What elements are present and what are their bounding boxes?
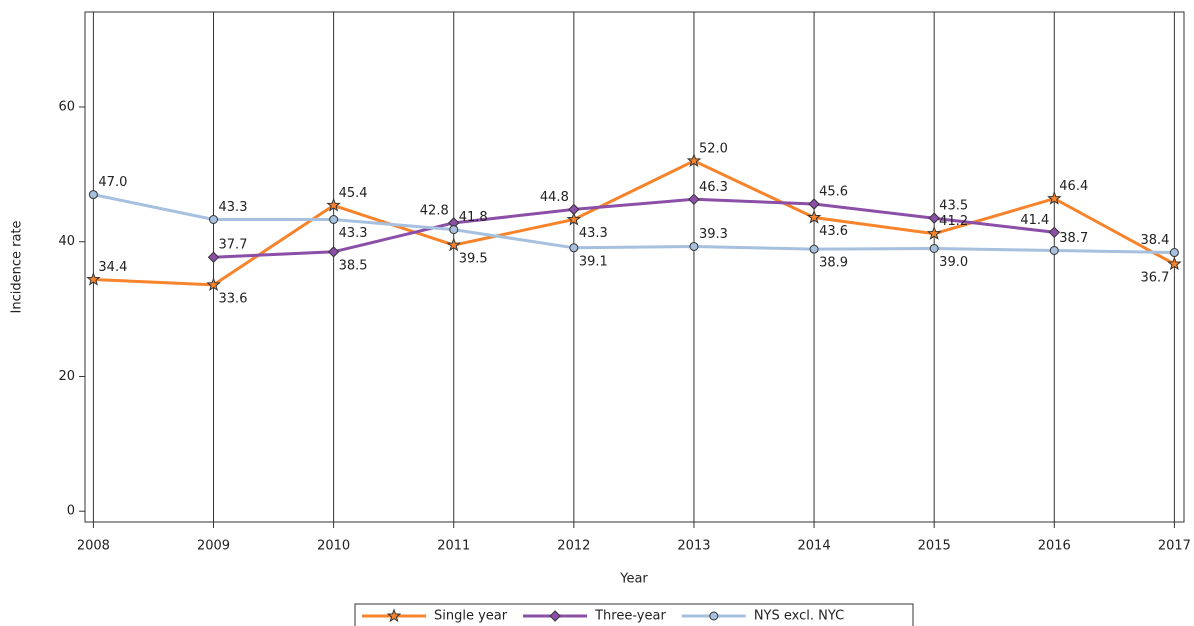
data-point (206, 277, 221, 292)
data-label: 46.3 (699, 180, 728, 195)
x-tick-label: 2010 (317, 539, 350, 554)
data-label: 37.7 (219, 238, 248, 253)
data-point (809, 244, 819, 254)
data-point (86, 271, 101, 286)
data-point (209, 215, 219, 225)
data-point (566, 211, 582, 226)
data-label: 39.5 (459, 252, 488, 267)
data-label: 38.7 (1059, 231, 1088, 246)
data-point (569, 243, 579, 253)
data-label: 43.3 (579, 226, 608, 241)
data-point (926, 226, 942, 240)
legend-label: Three-year (594, 609, 666, 624)
data-point (689, 241, 699, 251)
y-axis-label: Incidence rate (10, 220, 25, 313)
x-tick-label: 2017 (1158, 539, 1191, 554)
data-label: 43.3 (219, 200, 248, 215)
data-label: 42.8 (420, 203, 449, 218)
y-tick-label: 0 (67, 504, 75, 519)
data-point (88, 190, 98, 200)
data-point (326, 197, 341, 212)
data-label: 36.7 (1140, 270, 1169, 285)
series-line (93, 159, 1176, 287)
y-tick-label: 40 (58, 234, 75, 249)
series-line (93, 193, 1175, 254)
plot-frame (84, 11, 1185, 523)
data-point (686, 153, 702, 168)
data-point (929, 243, 939, 253)
data-point (808, 198, 820, 210)
data-point (1167, 256, 1182, 271)
data-label: 47.0 (98, 175, 127, 190)
data-label: 39.1 (579, 254, 608, 269)
data-label: 41.4 (1020, 213, 1049, 228)
data-label: 45.4 (339, 186, 368, 201)
legend-label: Single year (434, 609, 508, 624)
data-label: 33.6 (219, 291, 248, 306)
x-tick-label: 2016 (1038, 539, 1071, 554)
data-point (207, 251, 220, 263)
data-point (1049, 245, 1059, 255)
y-tick-label: 60 (58, 99, 75, 114)
data-label: 52.0 (699, 141, 728, 156)
data-point (327, 246, 340, 258)
x-axis-label: Year (619, 572, 648, 587)
data-point (688, 193, 700, 205)
data-label: 38.4 (1140, 233, 1169, 248)
data-label: 43.6 (819, 224, 848, 239)
legend-marker (386, 608, 402, 623)
data-label: 38.5 (339, 258, 368, 273)
data-label: 34.4 (98, 260, 127, 275)
x-tick-label: 2012 (557, 539, 590, 554)
data-label: 44.8 (540, 190, 569, 205)
data-label: 38.9 (819, 256, 848, 271)
legend-marker (709, 611, 719, 621)
x-tick-label: 2011 (437, 539, 470, 554)
x-tick-label: 2009 (197, 539, 230, 554)
data-label: 41.2 (939, 214, 968, 229)
data-label: 43.3 (339, 226, 368, 241)
data-label: 46.4 (1059, 179, 1088, 194)
legend-box (354, 603, 914, 626)
data-point (1048, 226, 1060, 239)
legend-marker (549, 610, 561, 622)
data-point (446, 237, 461, 252)
y-tick-label: 20 (58, 369, 75, 384)
data-label: 39.3 (699, 227, 728, 242)
x-tick-label: 2013 (677, 539, 710, 554)
data-label: 45.6 (819, 185, 848, 200)
x-tick-label: 2015 (918, 539, 951, 554)
data-point (928, 212, 940, 224)
data-point (1047, 190, 1062, 205)
data-point (806, 209, 822, 224)
data-label: 39.0 (939, 255, 968, 270)
data-label: 41.8 (459, 210, 488, 225)
series-line (213, 197, 1055, 259)
data-point (449, 225, 459, 235)
data-point (329, 215, 339, 225)
data-point (1169, 248, 1179, 258)
data-point (568, 203, 580, 216)
x-tick-label: 2008 (77, 539, 110, 554)
legend-label: NYS excl. NYC (754, 609, 844, 624)
data-label: 43.5 (939, 199, 968, 214)
x-tick-label: 2014 (798, 539, 831, 554)
